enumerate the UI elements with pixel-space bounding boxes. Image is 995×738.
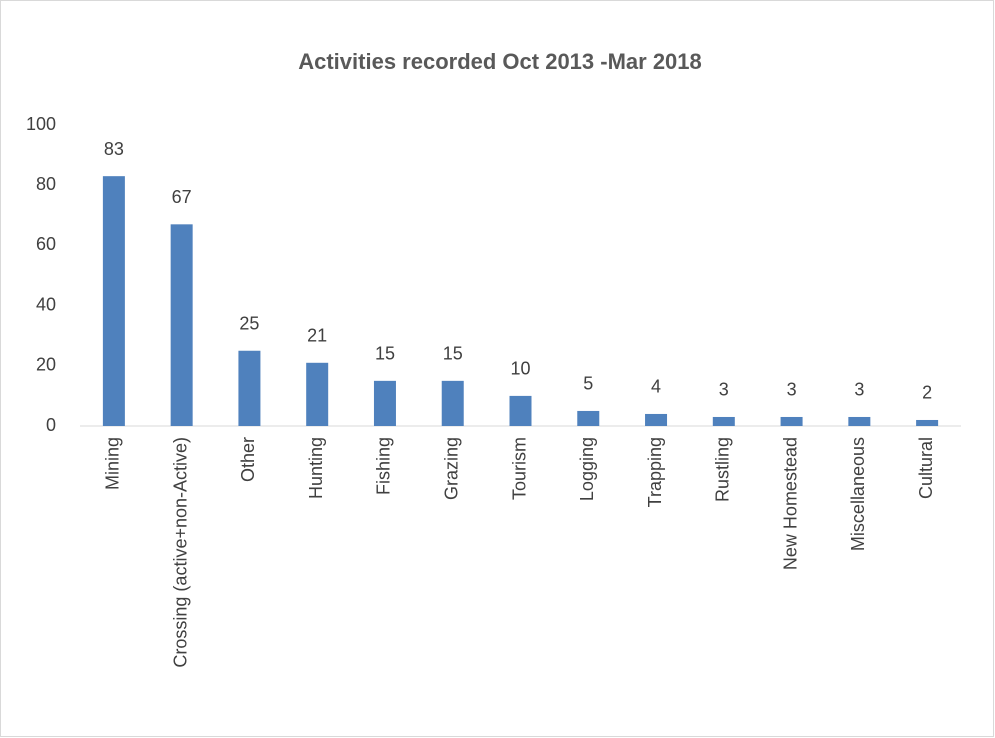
bar (712, 416, 735, 426)
data-label: 2 (922, 383, 932, 403)
y-tick-label: 20 (36, 355, 56, 375)
x-tick-label: Rustling (713, 437, 733, 502)
data-label: 3 (787, 380, 797, 400)
bar (170, 224, 193, 426)
x-tick-label: Hunting (306, 437, 326, 499)
x-tick-label: Fishing (374, 437, 394, 495)
bar (441, 380, 464, 426)
bar (306, 362, 329, 426)
y-tick-label: 100 (26, 114, 56, 134)
data-label: 3 (854, 380, 864, 400)
y-tick-label: 60 (36, 234, 56, 254)
data-label: 5 (583, 374, 593, 394)
bar (238, 350, 261, 426)
x-tick-label: Logging (577, 437, 597, 501)
x-tick-label: Cultural (916, 437, 936, 499)
x-tick-label: Trapping (645, 437, 665, 507)
x-tick-label: New Homestead (780, 437, 800, 570)
x-tick-label: Mining (103, 437, 123, 490)
data-label: 10 (510, 359, 530, 379)
x-tick-label: Grazing (441, 437, 461, 500)
chart-title: Activities recorded Oct 2013 -Mar 2018 (298, 49, 702, 74)
data-label: 25 (239, 314, 259, 334)
x-tick-label: Miscellaneous (848, 437, 868, 551)
bar (102, 176, 125, 426)
x-tick-label: Other (238, 437, 258, 482)
data-label: 15 (443, 344, 463, 364)
y-tick-label: 40 (36, 294, 56, 314)
bar (373, 380, 396, 426)
data-label: 15 (375, 344, 395, 364)
data-label: 67 (172, 187, 192, 207)
bar (645, 413, 668, 426)
data-label: 21 (307, 326, 327, 346)
x-tick-label: Crossing (active+non-Active) (170, 437, 190, 668)
data-label: 4 (651, 377, 661, 397)
bar (916, 419, 939, 426)
x-tick-label: Tourism (509, 437, 529, 500)
y-tick-label: 80 (36, 174, 56, 194)
bar (577, 410, 600, 426)
bar (848, 416, 871, 426)
bar (780, 416, 803, 426)
bar (509, 395, 532, 426)
data-label: 83 (104, 139, 124, 159)
data-label: 3 (719, 380, 729, 400)
y-tick-label: 0 (46, 415, 56, 435)
